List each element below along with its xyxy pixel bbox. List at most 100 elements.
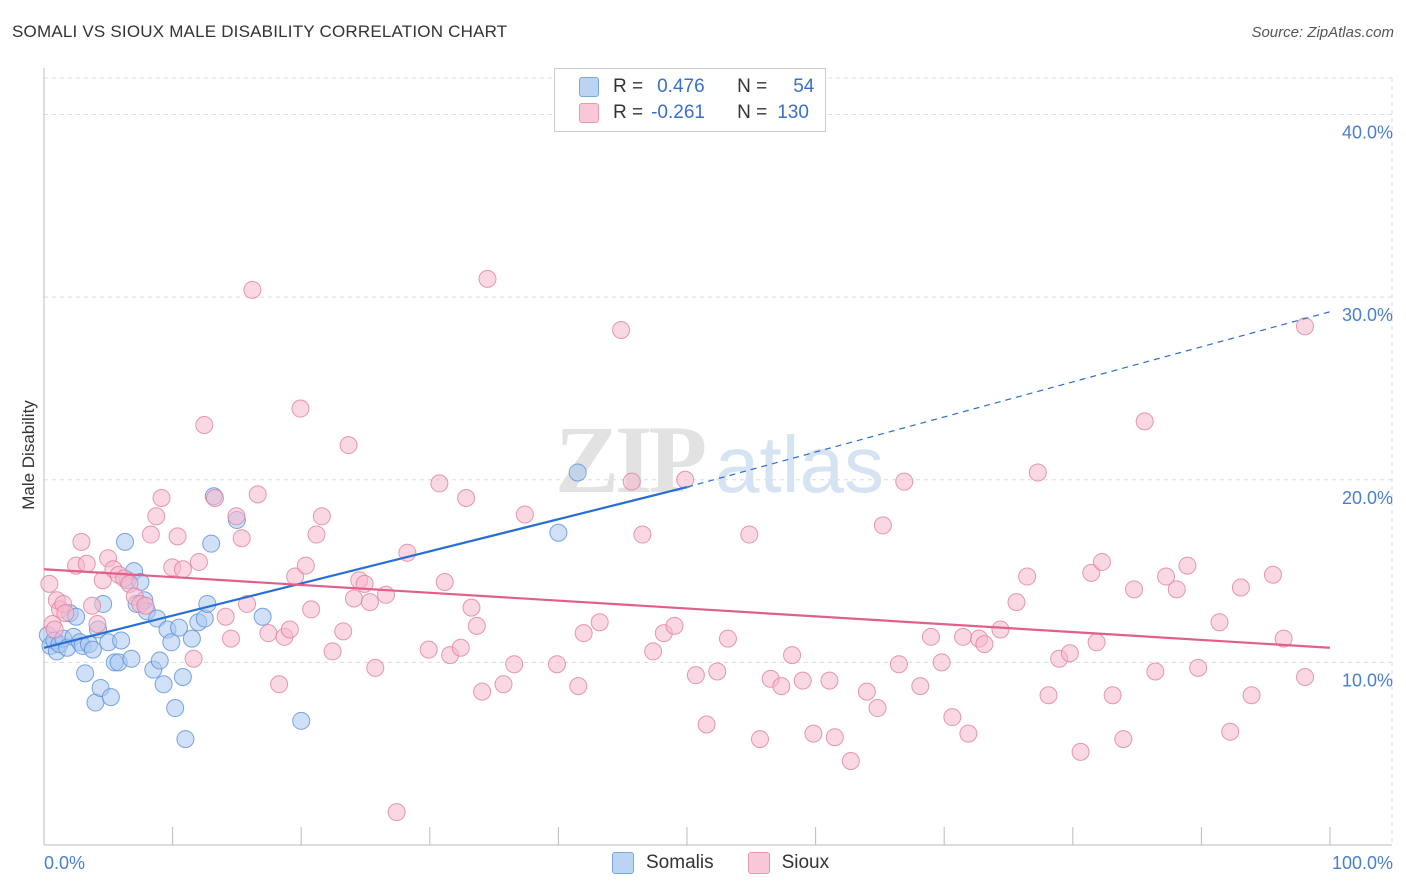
data-point	[889, 655, 908, 674]
data-point	[280, 620, 299, 639]
data-point	[232, 529, 251, 548]
y-tick-label: 10.0%	[1342, 670, 1393, 690]
data-point	[1092, 552, 1111, 571]
data-point	[1296, 667, 1314, 686]
legend-r-label: R =	[613, 102, 644, 123]
data-point	[435, 573, 454, 592]
data-point	[895, 472, 914, 491]
data-point	[150, 651, 169, 670]
watermark-atlas: atlas	[715, 420, 884, 509]
data-point	[45, 620, 64, 639]
trend-line-sioux	[43, 568, 1331, 649]
data-point	[76, 664, 95, 683]
watermark-zip: ZIP	[555, 406, 704, 513]
data-point	[841, 751, 860, 770]
legend-r-value: 0.476	[657, 76, 705, 97]
data-point	[1146, 662, 1165, 681]
data-point	[1007, 593, 1026, 612]
trend-line-somalis-extension	[686, 311, 1331, 488]
data-point	[222, 629, 241, 648]
legend-swatch-somalis	[579, 77, 599, 97]
data-point	[569, 677, 588, 696]
y-tick-label: 20.0%	[1342, 488, 1393, 508]
data-point	[820, 671, 839, 690]
data-point	[259, 624, 278, 643]
data-point	[83, 596, 102, 615]
data-point	[366, 658, 385, 677]
data-point	[312, 507, 331, 526]
data-point	[590, 613, 609, 632]
data-point	[170, 618, 189, 637]
data-point	[1157, 567, 1176, 586]
data-point	[1060, 644, 1079, 663]
data-point	[932, 653, 951, 672]
legend-item-somalis[interactable]: Somalis	[612, 852, 714, 874]
data-point	[1242, 686, 1261, 705]
stats-legend: R = 0.476 N = 54 R = -0.261 N = 130	[554, 68, 826, 132]
data-point	[248, 485, 267, 504]
data-point	[515, 505, 534, 524]
data-point	[136, 596, 155, 615]
data-point	[83, 640, 102, 659]
data-point	[1114, 730, 1133, 749]
legend-r-label: R =	[613, 76, 644, 97]
legend-label-somalis: Somalis	[646, 852, 714, 873]
data-point	[1125, 580, 1144, 599]
data-point	[243, 280, 262, 299]
legend-n-label: N =	[737, 102, 768, 123]
data-point	[168, 527, 187, 546]
data-point	[387, 803, 406, 822]
data-point	[718, 629, 737, 648]
data-point	[783, 646, 802, 665]
data-point	[1221, 722, 1240, 741]
data-point	[360, 593, 379, 612]
legend-item-sioux[interactable]: Sioux	[747, 852, 830, 874]
data-point	[1231, 578, 1250, 597]
data-point	[612, 321, 631, 340]
chart-title: SOMALI VS SIOUX MALE DISABILITY CORRELAT…	[12, 22, 508, 41]
data-point	[205, 489, 224, 508]
data-point	[1028, 463, 1047, 482]
data-point	[1135, 412, 1154, 431]
data-point	[1296, 317, 1314, 336]
data-point	[467, 616, 486, 635]
data-point	[549, 523, 568, 542]
data-point	[152, 489, 171, 508]
x-tick-label: 100.0%	[1332, 853, 1393, 873]
data-point	[173, 667, 192, 686]
data-point	[1087, 633, 1106, 652]
legend-swatch-somalis	[612, 852, 634, 874]
data-point	[750, 730, 769, 749]
legend-row-somalis: R = 0.476 N = 54	[579, 75, 814, 99]
data-point	[451, 638, 470, 657]
data-point	[166, 699, 185, 718]
trend-line-somalis	[43, 485, 688, 649]
data-point	[162, 633, 181, 652]
data-point	[176, 730, 195, 749]
data-point	[195, 415, 214, 434]
legend-label-sioux: Sioux	[781, 852, 830, 873]
legend-row-sioux: R = -0.261 N = 130	[579, 101, 809, 125]
data-point	[494, 675, 513, 694]
legend-swatch-sioux	[747, 852, 770, 874]
data-point	[296, 556, 315, 575]
data-point	[141, 525, 160, 544]
data-point	[334, 622, 353, 641]
data-point	[1103, 686, 1122, 705]
data-point	[686, 666, 705, 685]
data-point	[147, 507, 166, 526]
data-point	[101, 688, 120, 707]
data-point	[291, 399, 310, 418]
data-point	[478, 269, 497, 288]
data-point	[184, 649, 203, 668]
data-point	[462, 598, 481, 617]
data-point	[182, 629, 201, 648]
data-point	[1274, 629, 1293, 648]
data-point	[633, 525, 652, 544]
data-point	[173, 560, 192, 579]
data-point	[344, 589, 363, 608]
data-point	[991, 620, 1010, 639]
data-point	[1178, 556, 1197, 575]
data-point	[708, 662, 727, 681]
x-tick-label: 0.0%	[44, 853, 85, 873]
